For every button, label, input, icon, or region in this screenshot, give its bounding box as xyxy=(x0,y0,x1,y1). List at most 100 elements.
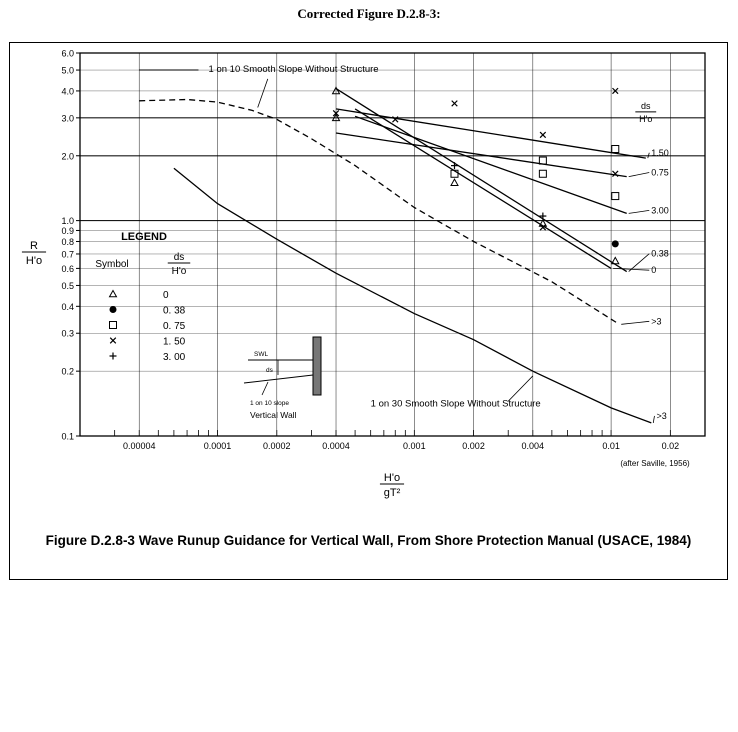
legend-marker-x xyxy=(109,337,117,344)
curve-ds-0 xyxy=(354,108,612,269)
legend-value: 1. 50 xyxy=(163,337,186,348)
curve-label-leader xyxy=(628,253,650,272)
x-tick-label: 0.01 xyxy=(602,441,620,451)
grid-lines xyxy=(76,52,706,437)
data-point-x xyxy=(539,224,547,231)
curve-end-label: >3 xyxy=(651,316,661,326)
y-tick-label: 0.3 xyxy=(61,329,74,339)
data-point-plus xyxy=(450,162,458,170)
data-point-triangle xyxy=(538,218,548,227)
inset-slope-label: 1 on 10 slope xyxy=(250,400,289,407)
runup-curves xyxy=(139,88,655,424)
data-point-x xyxy=(392,116,399,123)
data-point-plus xyxy=(539,212,547,220)
data-point-square xyxy=(538,156,547,165)
annotation-slope-1-on-10-arrow xyxy=(257,78,269,108)
runup-chart: 0.1 0.2 0.3 0.4 0.5 0.6 0.7 0.80.91.0 2.0 3.0 4.0 5… xyxy=(21,49,706,499)
curve-end-label: 0.38 xyxy=(651,249,669,259)
y-tick-label: 4.0 xyxy=(61,86,74,96)
ds-over-ho-header-num: ds xyxy=(641,101,651,111)
data-point-x xyxy=(612,170,619,177)
data-point-square xyxy=(611,192,620,201)
y-tick-label: 0.4 xyxy=(61,302,74,312)
x-tick-label: 0.001 xyxy=(403,441,426,451)
curve-ds-0-75 xyxy=(335,132,627,178)
curve-slope-1-on-10 xyxy=(139,98,620,325)
y-tick-label: 0.9 xyxy=(61,226,74,236)
x-tick-label: 0.00004 xyxy=(123,441,156,451)
curve-ds-3-00 xyxy=(354,115,627,215)
inset-seabed-line xyxy=(243,374,314,384)
curve-label-leader xyxy=(628,210,650,214)
data-point-x xyxy=(539,131,547,139)
y-tick-label: 0.5 xyxy=(61,281,74,291)
y-axis-label-num: R xyxy=(30,240,38,252)
y-tick-label: 0.1 xyxy=(61,432,74,442)
curve-end-label: 3.00 xyxy=(651,205,669,215)
curve-ds-0-38 xyxy=(335,88,628,273)
data-point-triangle xyxy=(610,256,620,265)
legend-marker-plus xyxy=(109,352,117,360)
y-tick-label: 0.6 xyxy=(61,264,74,274)
data-point-x xyxy=(451,100,458,107)
data-point-square xyxy=(538,169,547,178)
x-tick-label: 0.0001 xyxy=(204,441,232,451)
legend-marker-triangle xyxy=(108,289,118,298)
data-points xyxy=(331,86,620,265)
curve-end-label: 0.75 xyxy=(651,167,669,177)
legend-value: 0 xyxy=(163,290,169,301)
x-tick-label: 0.02 xyxy=(662,441,680,451)
legend-value-header-den: H'o xyxy=(172,266,187,277)
legend-marker-square xyxy=(109,321,117,329)
legend: LEGEND Symbol ds H'o 0 0. 38 0. 75 1. 50 3. 00 xyxy=(95,231,191,363)
figure-caption: Figure D.2.8-3 Wave Runup Guidance for V… xyxy=(45,533,692,548)
annotation-slope-1-on-30: 1 on 30 Smooth Slope Without Structure xyxy=(371,399,541,410)
figure-frame xyxy=(9,42,728,580)
ds-over-ho-header-den: H'o xyxy=(639,114,652,124)
y-tick-label: 2.0 xyxy=(61,151,74,161)
curve-label-leader xyxy=(613,267,650,271)
curve-label-leader xyxy=(652,415,655,423)
inset-swl-label: SWL xyxy=(254,351,268,358)
y-tick-label: 0.7 xyxy=(61,249,74,259)
y-tick-label: 5.0 xyxy=(61,66,74,76)
y-tick-label: 3.0 xyxy=(61,113,74,123)
inset-ds-label: ds xyxy=(266,367,274,374)
curve-label-leader xyxy=(628,172,650,178)
annotation-slope-1-on-30-arrow xyxy=(507,375,534,402)
x-axis-label-den: gT² xyxy=(384,487,401,499)
legend-value: 0. 75 xyxy=(163,321,186,332)
legend-symbol-header: Symbol xyxy=(95,259,128,270)
curve-label-leader xyxy=(647,152,650,159)
y-tick-label: 1.0 xyxy=(61,216,74,226)
x-tick-label: 0.002 xyxy=(462,441,485,451)
curve-slope-1-on-30 xyxy=(173,167,652,424)
source-note: (after Saville, 1956) xyxy=(620,459,690,468)
curve-end-label: 1.50 xyxy=(651,148,669,158)
data-point-square xyxy=(450,169,459,178)
legend-value: 3. 00 xyxy=(163,352,186,363)
data-point-triangle xyxy=(450,178,459,186)
data-point-triangle xyxy=(331,86,341,95)
x-tick-label: 0.004 xyxy=(522,441,545,451)
tick-labels: 0.1 0.2 0.3 0.4 0.5 0.6 0.7 0.80.91.0 2.0 3.0 4.0 5… xyxy=(21,49,690,499)
vertical-wall-inset: SWL ds 1 on 10 slope Vertical Wall xyxy=(243,336,322,420)
data-point-circle xyxy=(611,240,619,248)
inset-slope-arrow xyxy=(261,381,269,396)
y-axis-label-den: H'o xyxy=(26,255,42,267)
y-tick-label: 6.0 xyxy=(61,49,74,59)
legend-value-header-num: ds xyxy=(174,252,185,263)
data-point-triangle xyxy=(331,113,341,122)
data-point-x xyxy=(332,110,340,117)
inset-title: Vertical Wall xyxy=(250,410,297,420)
curve-end-label: >3 xyxy=(656,411,666,421)
x-tick-label: 0.0004 xyxy=(322,441,350,451)
legend-title: LEGEND xyxy=(121,231,167,243)
data-point-square xyxy=(611,145,620,154)
x-axis-label-num: H'o xyxy=(384,472,400,484)
figure-heading: Corrected Figure D.2.8-3: xyxy=(297,6,441,21)
y-tick-label: 0.2 xyxy=(61,367,74,377)
x-tick-label: 0.0002 xyxy=(263,441,291,451)
curve-label-leader xyxy=(621,320,650,325)
y-tick-label: 0.8 xyxy=(61,237,74,247)
